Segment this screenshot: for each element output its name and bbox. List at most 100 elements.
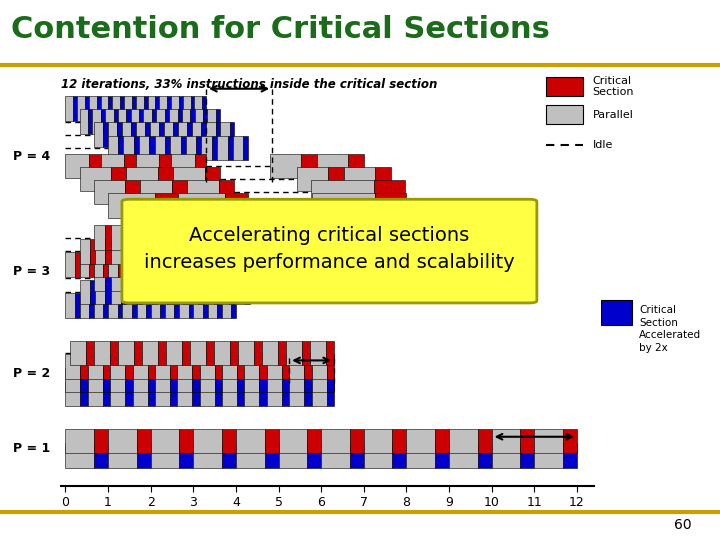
Bar xyxy=(230,280,235,304)
Bar xyxy=(85,96,89,121)
Bar xyxy=(327,381,334,406)
Bar xyxy=(156,266,162,291)
Bar xyxy=(94,180,125,205)
Bar xyxy=(145,123,150,147)
Bar xyxy=(164,123,174,147)
Text: P = 4: P = 4 xyxy=(13,150,50,164)
Bar xyxy=(111,280,121,304)
Bar xyxy=(108,193,155,218)
Bar xyxy=(264,429,279,453)
Bar xyxy=(125,180,140,205)
Text: P = 3: P = 3 xyxy=(14,265,50,278)
Bar xyxy=(196,225,207,250)
Bar xyxy=(94,443,108,468)
Bar xyxy=(230,123,234,147)
Bar xyxy=(214,239,219,264)
Bar xyxy=(80,293,89,318)
Bar xyxy=(247,225,258,250)
Bar xyxy=(219,280,230,304)
Bar xyxy=(178,123,187,147)
Bar xyxy=(126,280,136,304)
Bar xyxy=(127,167,158,191)
Bar xyxy=(156,96,159,121)
Bar xyxy=(177,354,192,379)
Bar xyxy=(305,354,312,379)
FancyBboxPatch shape xyxy=(122,199,537,303)
Bar xyxy=(127,109,130,134)
Bar xyxy=(110,354,125,379)
Bar xyxy=(449,443,477,468)
Bar xyxy=(188,239,199,264)
Bar xyxy=(187,180,219,205)
Bar xyxy=(174,167,204,191)
Bar xyxy=(305,368,312,393)
Bar xyxy=(546,77,582,96)
Bar xyxy=(219,180,234,205)
Bar xyxy=(80,253,89,277)
Bar xyxy=(230,239,235,264)
Bar xyxy=(222,354,237,379)
Bar xyxy=(143,109,152,134)
Bar xyxy=(140,180,172,205)
Bar xyxy=(179,225,190,250)
Bar xyxy=(142,239,152,264)
Bar xyxy=(167,96,171,121)
Text: 12 iterations, 33% instructions inside the critical section: 12 iterations, 33% instructions inside t… xyxy=(61,78,438,91)
Bar xyxy=(245,239,250,264)
Bar xyxy=(79,280,90,304)
Bar xyxy=(321,443,350,468)
Bar xyxy=(145,266,156,291)
Bar xyxy=(66,443,94,468)
Bar xyxy=(104,253,108,277)
Bar xyxy=(105,109,114,134)
Bar xyxy=(136,96,144,121)
Bar xyxy=(186,136,197,160)
Bar xyxy=(109,96,112,121)
Bar xyxy=(192,354,199,379)
Bar xyxy=(321,429,350,453)
Bar xyxy=(187,123,192,147)
Bar xyxy=(202,96,206,121)
Bar xyxy=(166,341,182,366)
Bar xyxy=(174,253,179,277)
Bar xyxy=(279,429,307,453)
Bar xyxy=(534,443,563,468)
Bar xyxy=(66,253,75,277)
Bar xyxy=(302,153,317,178)
Bar xyxy=(111,239,121,264)
Bar xyxy=(259,368,267,393)
Bar xyxy=(194,253,203,277)
Bar xyxy=(152,109,156,134)
Bar xyxy=(212,136,217,160)
Bar xyxy=(159,153,171,178)
Bar xyxy=(282,368,289,393)
Bar xyxy=(88,368,103,393)
Bar xyxy=(222,381,237,406)
Bar xyxy=(259,381,267,406)
Bar xyxy=(103,123,108,147)
Bar xyxy=(75,253,80,277)
Bar xyxy=(165,109,169,134)
Bar xyxy=(350,429,364,453)
Bar xyxy=(122,225,127,250)
Bar xyxy=(348,153,364,178)
Bar xyxy=(108,293,117,318)
Bar xyxy=(95,239,105,264)
Bar xyxy=(122,253,132,277)
Bar xyxy=(86,341,94,366)
Bar xyxy=(326,341,334,366)
Bar xyxy=(245,381,259,406)
Bar xyxy=(101,109,105,134)
Bar xyxy=(214,341,230,366)
Bar xyxy=(222,443,236,468)
Bar xyxy=(131,123,136,147)
Bar xyxy=(203,109,207,134)
Bar xyxy=(172,180,187,205)
Bar xyxy=(178,109,182,134)
Bar xyxy=(127,266,139,291)
Bar xyxy=(289,381,305,406)
Bar xyxy=(375,193,406,218)
Bar xyxy=(199,354,215,379)
Bar xyxy=(120,96,124,121)
Bar xyxy=(213,225,225,250)
